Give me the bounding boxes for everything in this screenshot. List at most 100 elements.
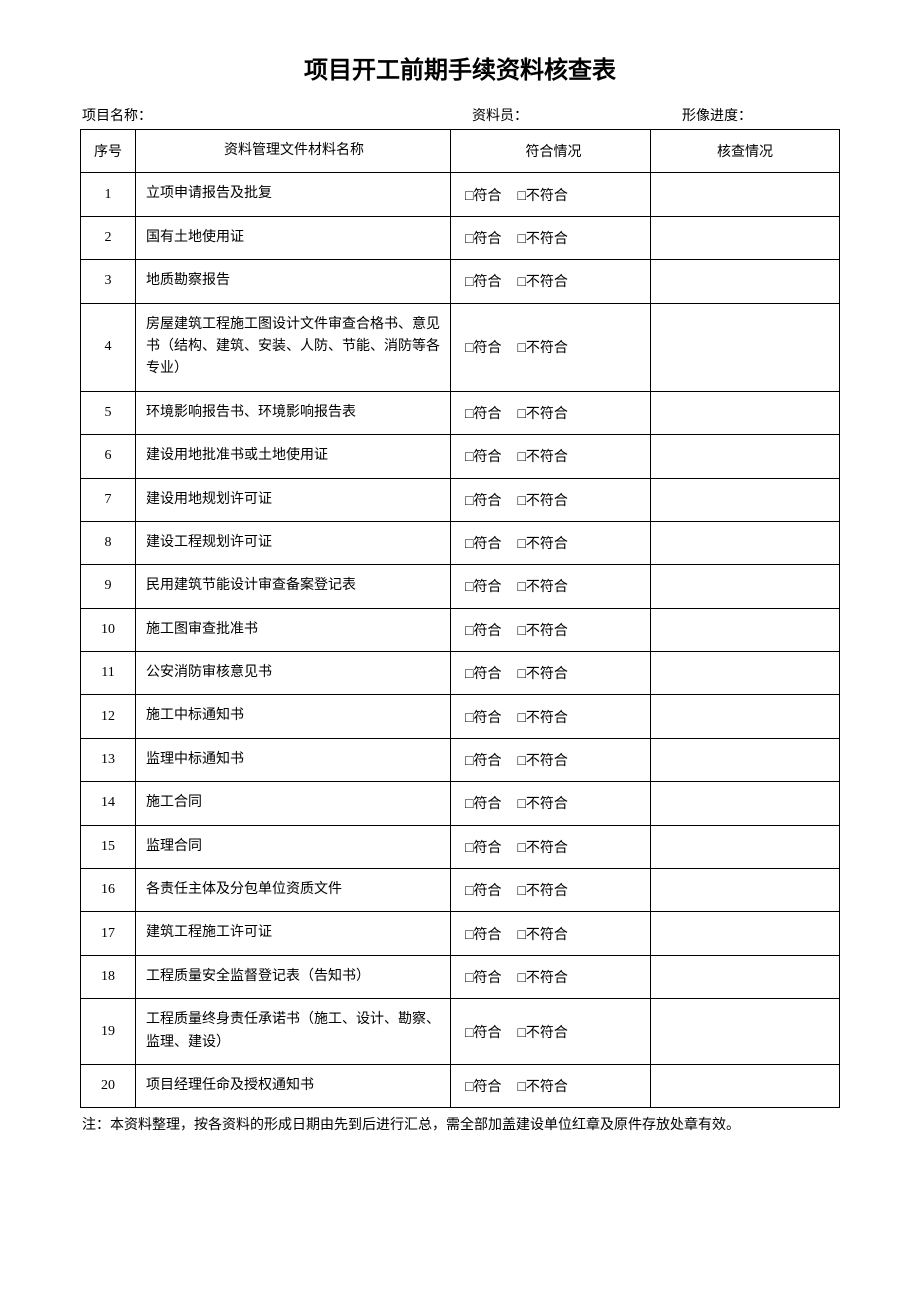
checkbox-nonconform[interactable]: □不符合 bbox=[517, 841, 567, 856]
row-num: 3 bbox=[81, 260, 136, 303]
checkbox-nonconform[interactable]: □不符合 bbox=[517, 450, 567, 465]
row-status: □符合 □不符合 bbox=[451, 955, 651, 998]
row-status: □符合 □不符合 bbox=[451, 738, 651, 781]
row-num: 10 bbox=[81, 608, 136, 651]
row-check bbox=[651, 999, 840, 1065]
row-check bbox=[651, 478, 840, 521]
row-name: 工程质量安全监督登记表（告知书） bbox=[136, 955, 451, 998]
row-status: □符合 □不符合 bbox=[451, 173, 651, 216]
row-check bbox=[651, 955, 840, 998]
row-num: 17 bbox=[81, 912, 136, 955]
row-name: 房屋建筑工程施工图设计文件审查合格书、意见书（结构、建筑、安装、人防、节能、消防… bbox=[136, 303, 451, 391]
row-num: 14 bbox=[81, 782, 136, 825]
checkbox-conform[interactable]: □符合 bbox=[465, 407, 501, 422]
checkbox-conform[interactable]: □符合 bbox=[465, 797, 501, 812]
row-status: □符合 □不符合 bbox=[451, 565, 651, 608]
checkbox-conform[interactable]: □符合 bbox=[465, 754, 501, 769]
table-row: 16各责任主体及分包单位资质文件□符合□不符合 bbox=[81, 869, 840, 912]
row-num: 18 bbox=[81, 955, 136, 998]
checkbox-nonconform[interactable]: □不符合 bbox=[517, 797, 567, 812]
row-name: 各责任主体及分包单位资质文件 bbox=[136, 869, 451, 912]
checkbox-nonconform[interactable]: □不符合 bbox=[517, 754, 567, 769]
table-row: 19工程质量终身责任承诺书（施工、设计、勘察、监理、建设） □符合 □不符合 bbox=[81, 999, 840, 1065]
row-num: 19 bbox=[81, 999, 136, 1065]
checkbox-nonconform[interactable]: □不符合 bbox=[517, 341, 567, 356]
row-name: 施工合同 bbox=[136, 782, 451, 825]
table-row: 10施工图审查批准书□符合□不符合 bbox=[81, 608, 840, 651]
row-status: □符合 □不符合 bbox=[451, 478, 651, 521]
checkbox-nonconform[interactable]: □不符合 bbox=[517, 494, 567, 509]
checkbox-conform[interactable]: □符合 bbox=[465, 667, 501, 682]
checklist-table: 序号 资料管理文件材料名称 符合情况 核查情况 1立项申请报告及批复□符合□不符… bbox=[80, 129, 840, 1108]
checkbox-nonconform[interactable]: □不符合 bbox=[517, 275, 567, 290]
checkbox-nonconform[interactable]: □不符合 bbox=[517, 189, 567, 204]
checkbox-conform[interactable]: □符合 bbox=[465, 884, 501, 899]
row-name: 监理中标通知书 bbox=[136, 738, 451, 781]
row-name: 建筑工程施工许可证 bbox=[136, 912, 451, 955]
row-num: 7 bbox=[81, 478, 136, 521]
table-row: 8建设工程规划许可证 □符合 □不符合 bbox=[81, 521, 840, 564]
checkbox-conform[interactable]: □符合 bbox=[465, 711, 501, 726]
row-num: 4 bbox=[81, 303, 136, 391]
page-title: 项目开工前期手续资料核查表 bbox=[80, 50, 840, 85]
row-check bbox=[651, 216, 840, 259]
checkbox-conform[interactable]: □符合 bbox=[465, 841, 501, 856]
row-check bbox=[651, 521, 840, 564]
table-row: 13监理中标通知书□符合□不符合 bbox=[81, 738, 840, 781]
table-row: 4房屋建筑工程施工图设计文件审查合格书、意见书（结构、建筑、安装、人防、节能、消… bbox=[81, 303, 840, 391]
checkbox-nonconform[interactable]: □不符合 bbox=[517, 232, 567, 247]
row-status: □符合 □不符合 bbox=[451, 521, 651, 564]
checkbox-conform[interactable]: □符合 bbox=[465, 1026, 501, 1041]
checkbox-conform[interactable]: □符合 bbox=[465, 275, 501, 290]
checkbox-nonconform[interactable]: □不符合 bbox=[517, 624, 567, 639]
row-check bbox=[651, 782, 840, 825]
checkbox-conform[interactable]: □符合 bbox=[465, 580, 501, 595]
table-row: 12施工中标通知书□符合□不符合 bbox=[81, 695, 840, 738]
row-check bbox=[651, 435, 840, 478]
checkbox-nonconform[interactable]: □不符合 bbox=[517, 667, 567, 682]
checkbox-conform[interactable]: □符合 bbox=[465, 232, 501, 247]
row-status: □符合 □不符合 bbox=[451, 695, 651, 738]
checkbox-conform[interactable]: □符合 bbox=[465, 1080, 501, 1095]
row-name: 工程质量终身责任承诺书（施工、设计、勘察、监理、建设） bbox=[136, 999, 451, 1065]
header-name: 资料管理文件材料名称 bbox=[136, 130, 451, 173]
row-check bbox=[651, 608, 840, 651]
row-status: □符合 □不符合 bbox=[451, 782, 651, 825]
checkbox-nonconform[interactable]: □不符合 bbox=[517, 884, 567, 899]
meta-row: 项目名称： 资料员： 形像进度： bbox=[80, 105, 840, 125]
row-check bbox=[651, 260, 840, 303]
checkbox-conform[interactable]: □符合 bbox=[465, 494, 501, 509]
checkbox-nonconform[interactable]: □不符合 bbox=[517, 407, 567, 422]
table-row: 9民用建筑节能设计审查备案登记表□符合□不符合 bbox=[81, 565, 840, 608]
row-check bbox=[651, 303, 840, 391]
table-row: 18工程质量安全监督登记表（告知书） □符合 □不符合 bbox=[81, 955, 840, 998]
row-num: 5 bbox=[81, 391, 136, 434]
checkbox-conform[interactable]: □符合 bbox=[465, 450, 501, 465]
checkbox-nonconform[interactable]: □不符合 bbox=[517, 1080, 567, 1095]
checkbox-conform[interactable]: □符合 bbox=[465, 537, 501, 552]
checkbox-nonconform[interactable]: □不符合 bbox=[517, 971, 567, 986]
row-status: □符合 □不符合 bbox=[451, 303, 651, 391]
checkbox-nonconform[interactable]: □不符合 bbox=[517, 711, 567, 726]
row-name: 建设工程规划许可证 bbox=[136, 521, 451, 564]
checkbox-conform[interactable]: □符合 bbox=[465, 341, 501, 356]
checkbox-conform[interactable]: □符合 bbox=[465, 624, 501, 639]
row-name: 公安消防审核意见书 bbox=[136, 652, 451, 695]
row-num: 8 bbox=[81, 521, 136, 564]
checkbox-nonconform[interactable]: □不符合 bbox=[517, 928, 567, 943]
row-name: 项目经理任命及授权通知书 bbox=[136, 1064, 451, 1107]
table-header-row: 序号 资料管理文件材料名称 符合情况 核查情况 bbox=[81, 130, 840, 173]
header-status: 符合情况 bbox=[451, 130, 651, 173]
checkbox-conform[interactable]: □符合 bbox=[465, 971, 501, 986]
checkbox-conform[interactable]: □符合 bbox=[465, 189, 501, 204]
checkbox-nonconform[interactable]: □不符合 bbox=[517, 537, 567, 552]
row-check bbox=[651, 652, 840, 695]
row-status: □符合 □不符合 bbox=[451, 391, 651, 434]
checkbox-nonconform[interactable]: □不符合 bbox=[517, 1026, 567, 1041]
checkbox-conform[interactable]: □符合 bbox=[465, 928, 501, 943]
table-row: 14施工合同 □符合 □不符合 bbox=[81, 782, 840, 825]
row-name: 国有土地使用证 bbox=[136, 216, 451, 259]
table-row: 5环境影响报告书、环境影响报告表□符合□不符合 bbox=[81, 391, 840, 434]
checkbox-nonconform[interactable]: □不符合 bbox=[517, 580, 567, 595]
row-check bbox=[651, 695, 840, 738]
